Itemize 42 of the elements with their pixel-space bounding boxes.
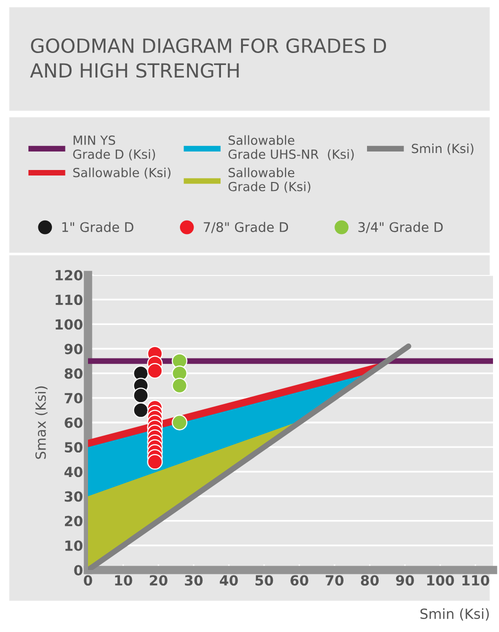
legend-label: Smin (Ksi) bbox=[412, 144, 474, 155]
chart-title: GOODMAN DIAGRAM FOR GRADES D AND HIGH STRENGTH bbox=[30, 38, 386, 78]
y-tick-label: 110 bbox=[56, 294, 82, 306]
x-tick-label: 40 bbox=[220, 575, 238, 586]
x-axis-title: Smin (Ksi) bbox=[420, 608, 489, 621]
y-tick-label: 30 bbox=[64, 491, 82, 502]
legend-label: Sallowable Grade UHS-NR (Ksi) bbox=[228, 135, 354, 160]
point bbox=[172, 378, 188, 394]
legend-label: 1" Grade D bbox=[62, 222, 134, 232]
legend-label: Sallowable Grade D (Ksi) bbox=[228, 168, 310, 193]
x-tick-label: 0 bbox=[84, 575, 92, 586]
y-tick-label: 70 bbox=[64, 392, 82, 404]
point bbox=[147, 454, 163, 470]
y-tick-label: 100 bbox=[56, 319, 82, 330]
y-tick-label: 120 bbox=[56, 270, 82, 280]
x-tick-label: 30 bbox=[184, 575, 203, 586]
legend-label: Sallowable (Ksi) bbox=[73, 168, 170, 179]
legend-label: MIN YS Grade D (Ksi) bbox=[73, 135, 156, 160]
point bbox=[147, 363, 163, 379]
x-tick-label: 60 bbox=[290, 575, 308, 586]
x-tick-label: 20 bbox=[150, 575, 168, 586]
legend-label: 3/4" Grade D bbox=[358, 222, 443, 234]
y-tick-label: 0 bbox=[74, 564, 82, 576]
y-tick-label: 20 bbox=[64, 516, 82, 526]
x-tick-label: 90 bbox=[396, 575, 414, 586]
y-axis-title: Smax (Ksi) bbox=[35, 386, 48, 459]
y-tick-label: 50 bbox=[64, 442, 82, 453]
point bbox=[132, 402, 149, 418]
point bbox=[132, 388, 149, 404]
y-tick-label: 10 bbox=[65, 540, 82, 551]
y-tick-label: 40 bbox=[64, 466, 82, 478]
x-tick-label: 100 bbox=[427, 575, 454, 586]
x-tick-label: 10 bbox=[115, 575, 132, 586]
y-tick-label: 90 bbox=[64, 344, 82, 354]
y-tick-label: 60 bbox=[64, 417, 82, 428]
x-tick-label: 70 bbox=[326, 575, 344, 586]
x-tick-label: 110 bbox=[462, 575, 490, 586]
x-tick-label: 80 bbox=[360, 575, 379, 586]
y-tick-label: 80 bbox=[64, 368, 82, 379]
point bbox=[172, 414, 188, 430]
legend-label: 7/8" Grade D bbox=[204, 222, 288, 234]
x-tick-label: 50 bbox=[255, 575, 274, 586]
